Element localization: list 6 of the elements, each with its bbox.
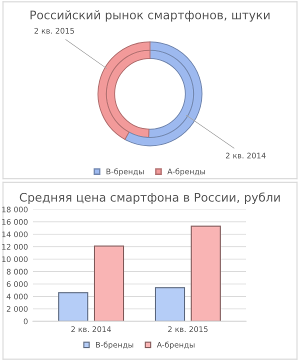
bar (190, 226, 221, 322)
chart-title: Российский рынок смартфонов, штуки (30, 10, 270, 22)
bar (94, 246, 124, 322)
bar (154, 287, 186, 322)
chart-title: Средняя цена смартфона в России, рубли (20, 192, 280, 204)
bar (58, 292, 88, 322)
